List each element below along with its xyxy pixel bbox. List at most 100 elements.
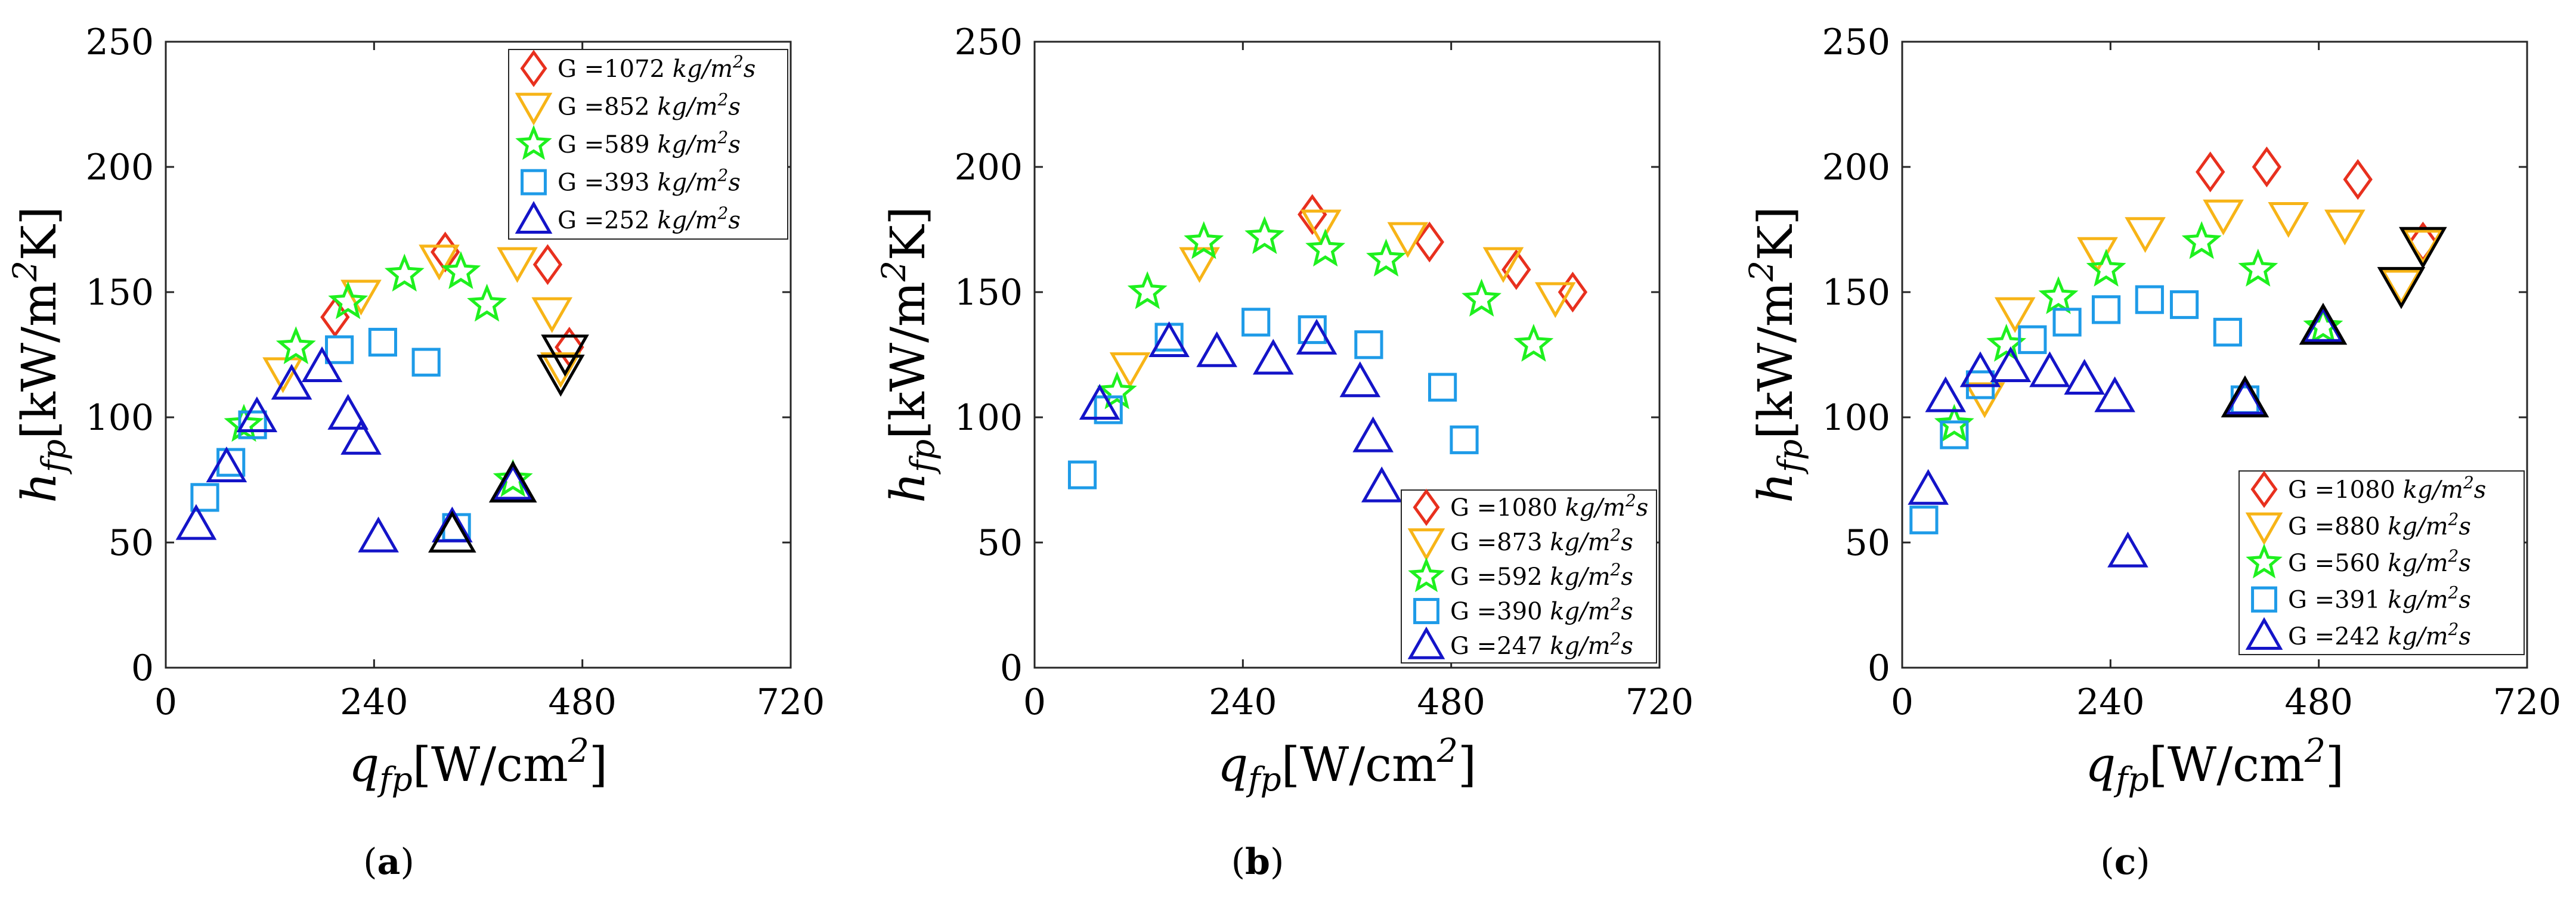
- legend-entry-label: G =589 kg/m2s: [558, 128, 741, 159]
- data-point: [301, 346, 343, 382]
- x-tick-label: 240: [2076, 681, 2145, 723]
- plot-frame: [1901, 41, 2528, 669]
- legend-marker: [515, 201, 553, 234]
- data-point: [441, 251, 481, 289]
- data-point: [1067, 460, 1097, 489]
- data-point: [1964, 382, 2005, 418]
- x-axis-label: qfp[W/cm2]: [349, 731, 608, 798]
- legend-entry-label: G =852 kg/m2s: [558, 89, 741, 120]
- y-tick-label: 100: [85, 397, 154, 439]
- legend-marker: [520, 49, 547, 88]
- legend-marker: [515, 125, 552, 160]
- x-tick-label: 240: [1209, 681, 1277, 723]
- data-point: [1252, 339, 1294, 375]
- data-point: [358, 516, 399, 553]
- data-point: [1352, 416, 1394, 452]
- data-point: [1196, 331, 1237, 367]
- data-point: [1148, 321, 1190, 357]
- data-point: [1179, 247, 1220, 283]
- legend-marker: [2246, 543, 2283, 579]
- data-point: [1244, 216, 1285, 255]
- data-point: [2125, 217, 2166, 253]
- data-point: [1094, 395, 1123, 424]
- data-point: [1301, 209, 1342, 246]
- legend-entry-label: G =1080 kg/m2s: [1450, 491, 1648, 522]
- data-point: [2324, 209, 2366, 246]
- data-point: [2252, 146, 2282, 188]
- data-point: [2135, 285, 2164, 314]
- series-diamond: [2196, 146, 2438, 263]
- data-point: [2086, 249, 2126, 287]
- highlighted-data-point: [536, 354, 585, 397]
- data-point: [327, 393, 369, 430]
- legend-entry-label: G =393 kg/m2s: [558, 166, 741, 197]
- highlighted-data-point: [2377, 266, 2426, 309]
- y-tick-label: 250: [1822, 21, 1890, 63]
- data-point: [1414, 221, 1444, 263]
- plot-frame: [165, 41, 792, 669]
- data-point: [2302, 306, 2344, 342]
- data-point: [1361, 466, 1402, 503]
- panel-label: (a): [363, 841, 414, 883]
- legend-marker: [2245, 512, 2283, 545]
- data-point: [2064, 358, 2105, 395]
- legend: G =1080 kg/m2s G =880 kg/m2s G =560 kg/m2s…: [2238, 470, 2525, 655]
- data-point: [1184, 221, 1224, 259]
- data-point: [1513, 324, 1554, 362]
- data-point: [1908, 469, 1949, 505]
- data-point: [2303, 306, 2343, 345]
- series-star: [1934, 221, 2343, 442]
- y-tick-label: 50: [977, 522, 1023, 564]
- data-point: [2213, 318, 2242, 347]
- y-axis-label: hfp[kW/m2K]: [875, 206, 942, 503]
- data-point: [1298, 315, 1327, 345]
- y-tick-label: 250: [85, 21, 154, 63]
- legend-entry-label: G =880 kg/m2s: [2288, 509, 2471, 540]
- series-up_triangle: [1079, 318, 1402, 503]
- highlighted-data-point: [428, 510, 476, 553]
- legend-marker: [1413, 488, 1440, 526]
- data-point: [2268, 202, 2309, 238]
- y-tick-label: 200: [85, 147, 154, 188]
- data-point: [1994, 297, 2036, 333]
- data-point: [238, 410, 267, 439]
- x-tick-label: 480: [2284, 681, 2353, 723]
- legend-box: [508, 49, 788, 240]
- legend-marker: [1407, 626, 1445, 659]
- data-point: [467, 283, 507, 322]
- series-square: [1067, 308, 1479, 489]
- y-tick-label: 100: [1822, 397, 1890, 439]
- data-point: [2380, 269, 2422, 306]
- series-star: [224, 251, 533, 497]
- highlighted-data-point: [2399, 227, 2447, 269]
- data-point: [1097, 371, 1137, 410]
- data-point: [432, 506, 473, 542]
- series-star: [1097, 216, 1554, 410]
- data-point: [320, 296, 350, 338]
- data-point: [1109, 352, 1151, 389]
- data-point: [492, 464, 534, 500]
- legend-marker: [1407, 528, 1445, 562]
- chart-panel-b: 0 240 480 720 0 50 100 150 200 250 qfp[W/cm2] hfp[k…: [875, 21, 1693, 883]
- x-tick-label: 480: [548, 681, 617, 723]
- legend-box: [1401, 489, 1657, 664]
- y-tick-label: 100: [954, 397, 1023, 439]
- data-point: [2094, 376, 2135, 413]
- data-point: [1387, 222, 1429, 258]
- legend-entry-label: G =242 kg/m2s: [2288, 619, 2471, 650]
- legend-marker: [2251, 586, 2277, 613]
- legend-entry-label: G =252 kg/m2s: [558, 203, 741, 234]
- x-tick-label: 720: [1626, 681, 1694, 723]
- data-point: [1305, 228, 1346, 267]
- legend-entry-label: G =1072 kg/m2s: [558, 52, 756, 83]
- legend-marker: [2250, 470, 2278, 509]
- data-point: [1990, 346, 2032, 382]
- data-point: [1909, 506, 1939, 535]
- legend-marker: [1408, 557, 1445, 593]
- data-point: [384, 253, 425, 292]
- data-point: [493, 458, 533, 497]
- data-point: [275, 326, 316, 364]
- legend-marker: [1413, 598, 1439, 624]
- series-down_triangle: [262, 244, 589, 397]
